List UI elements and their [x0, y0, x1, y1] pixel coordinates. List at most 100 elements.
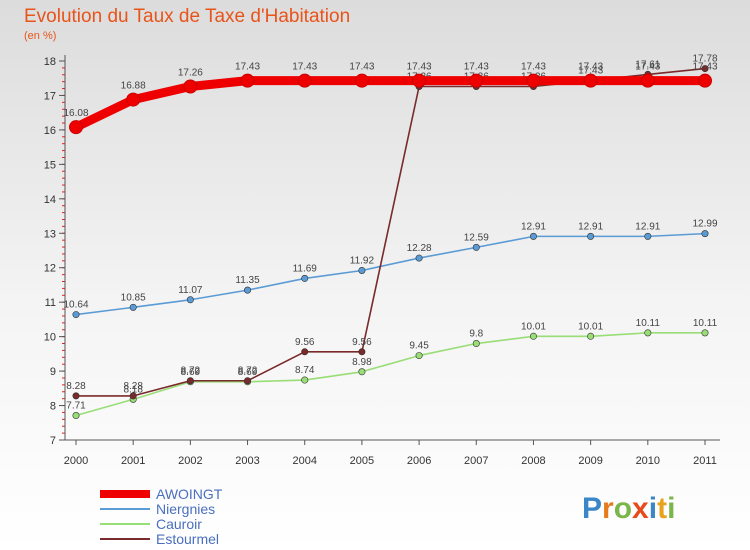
data-point — [301, 376, 309, 384]
data-point — [587, 232, 595, 240]
data-label: 8.28 — [123, 381, 143, 392]
x-tick-label: 2006 — [407, 455, 431, 467]
data-point — [244, 377, 252, 385]
data-label: 8.69 — [238, 367, 258, 378]
data-label: 17.43 — [635, 62, 660, 73]
x-tick-label: 2009 — [578, 455, 602, 467]
y-tick-label: 13 — [44, 228, 56, 240]
x-tick-label: 2011 — [693, 455, 717, 467]
legend-label-estourmel: Estourmel — [156, 531, 219, 547]
data-label: 16.88 — [121, 81, 146, 92]
data-label: 9.8 — [469, 329, 483, 340]
data-label: 8.72 — [181, 366, 201, 377]
data-label: 9.45 — [409, 341, 429, 352]
data-point — [69, 120, 83, 135]
data-point — [701, 329, 709, 337]
data-label: 11.69 — [293, 263, 318, 274]
data-label: 17.43 — [235, 62, 260, 73]
data-label: 10.11 — [636, 318, 661, 329]
data-point — [186, 377, 194, 385]
data-label: 10.85 — [121, 292, 146, 303]
data-point — [644, 329, 652, 337]
x-tick-label: 2007 — [464, 455, 488, 467]
data-label: 17.43 — [464, 62, 489, 73]
legend-label-niergnies: Niergnies — [156, 501, 215, 517]
data-label: 17.43 — [578, 62, 603, 73]
data-label: 12.99 — [692, 219, 717, 230]
data-point — [244, 286, 252, 294]
data-point — [129, 392, 137, 400]
data-label: 9.56 — [295, 337, 315, 348]
data-point — [72, 412, 80, 420]
data-label: 10.64 — [63, 300, 88, 311]
data-point — [469, 73, 484, 88]
data-point — [72, 392, 80, 400]
data-label: 11.92 — [350, 255, 375, 266]
data-label: 9.56 — [352, 337, 372, 348]
data-point — [301, 274, 309, 282]
data-point — [412, 73, 427, 88]
brand-letter: t — [657, 492, 667, 525]
legend-label-awoingt: AWOINGT — [156, 486, 223, 502]
x-tick-label: 2008 — [521, 455, 545, 467]
chart-title: Evolution du Taux de Taxe d'Habitation — [24, 6, 351, 27]
data-point — [358, 348, 366, 356]
data-label: 8.28 — [66, 381, 86, 392]
y-tick-label: 15 — [44, 159, 56, 171]
brand-logo: Proxiti — [582, 492, 675, 525]
data-label: 17.43 — [407, 62, 432, 73]
data-point — [472, 243, 480, 251]
data-point — [698, 73, 712, 88]
data-label: 8.98 — [352, 357, 372, 368]
data-label: 17.43 — [292, 62, 317, 73]
y-tick-label: 10 — [44, 332, 56, 344]
data-label: 11.07 — [178, 285, 203, 296]
y-tick-label: 7 — [50, 435, 56, 447]
data-label: 17.78 — [692, 54, 717, 65]
y-tick-label: 18 — [44, 56, 56, 68]
data-label: 16.08 — [63, 108, 88, 119]
data-point — [415, 254, 423, 262]
data-point — [358, 368, 366, 376]
chart-subtitle: (en %) — [24, 30, 57, 42]
data-label: 12.91 — [635, 221, 660, 232]
y-tick-label: 17 — [44, 90, 56, 102]
data-point — [529, 232, 537, 240]
data-point — [640, 73, 655, 88]
data-label: 12.28 — [407, 243, 432, 254]
data-label: 17.43 — [692, 62, 717, 73]
x-tick-label: 2003 — [235, 455, 259, 467]
data-label: 10.01 — [521, 321, 546, 332]
data-label: 8.69 — [181, 367, 201, 378]
x-tick-label: 2000 — [64, 455, 88, 467]
data-point — [644, 232, 652, 240]
brand-letter: r — [602, 492, 614, 525]
brand-letter: i — [649, 492, 657, 525]
data-point — [587, 332, 595, 340]
data-point — [301, 348, 309, 356]
data-point — [354, 73, 369, 88]
x-tick-label: 2001 — [121, 455, 145, 467]
data-label: 10.11 — [693, 318, 718, 329]
data-label: 17.43 — [521, 62, 546, 73]
x-tick-label: 2004 — [292, 455, 316, 467]
data-label: 8.18 — [123, 384, 143, 395]
y-tick-label: 16 — [44, 125, 56, 137]
data-point — [240, 73, 255, 88]
data-point — [701, 65, 709, 73]
data-label: 8.74 — [295, 365, 315, 376]
y-tick-label: 9 — [50, 366, 56, 378]
y-tick-label: 14 — [44, 194, 56, 206]
data-point — [297, 73, 312, 88]
data-label: 17.43 — [349, 62, 374, 73]
legend-label-cauroir: Cauroir — [156, 516, 202, 532]
x-tick-label: 2010 — [636, 455, 660, 467]
y-tick-label: 11 — [45, 297, 56, 309]
data-label: 17.61 — [635, 59, 660, 70]
data-label: 17.26 — [178, 67, 203, 78]
data-point — [126, 92, 141, 107]
data-point — [701, 230, 709, 238]
data-point — [583, 73, 598, 88]
